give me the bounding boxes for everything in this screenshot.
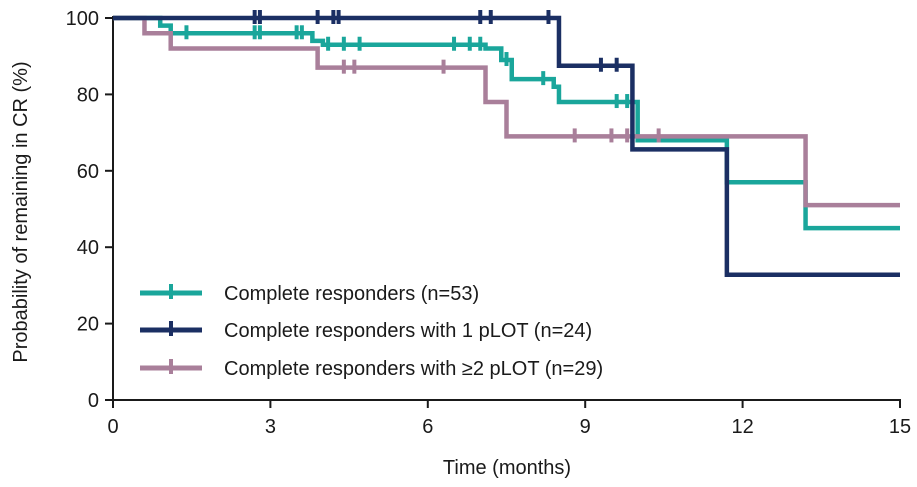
y-tick-label: 60	[77, 161, 99, 183]
axes: 0 3 6 9 12 15 0 20 40 60 80 100	[66, 8, 912, 438]
legend-label: Complete responders with ≥2 pLOT (n=29)	[224, 358, 603, 380]
x-tick-label: 3	[265, 416, 276, 438]
y-tick-label: 20	[77, 314, 99, 336]
series-line	[113, 15, 900, 277]
y-tick-label: 0	[88, 390, 99, 412]
series-1	[113, 10, 900, 277]
x-tick-label: 12	[731, 416, 753, 438]
series-line	[113, 15, 900, 208]
legend-label: Complete responders (n=53)	[224, 283, 479, 305]
y-tick-label: 40	[77, 237, 99, 259]
x-tick-label: 9	[580, 416, 591, 438]
series-2	[113, 15, 900, 208]
y-axis-title: Probability of remaining in CR (%)	[10, 61, 32, 362]
x-tick-label: 15	[889, 416, 911, 438]
y-tick-label: 100	[66, 8, 99, 30]
series-lines	[113, 10, 900, 277]
legend: Complete responders (n=53) Complete respo…	[140, 283, 603, 380]
x-axis-title: Time (months)	[443, 457, 571, 479]
y-tick-label: 80	[77, 84, 99, 106]
x-tick-label: 6	[422, 416, 433, 438]
legend-label: Complete responders with 1 pLOT (n=24)	[224, 320, 592, 342]
series-0	[113, 15, 900, 231]
x-tick-label: 0	[107, 416, 118, 438]
